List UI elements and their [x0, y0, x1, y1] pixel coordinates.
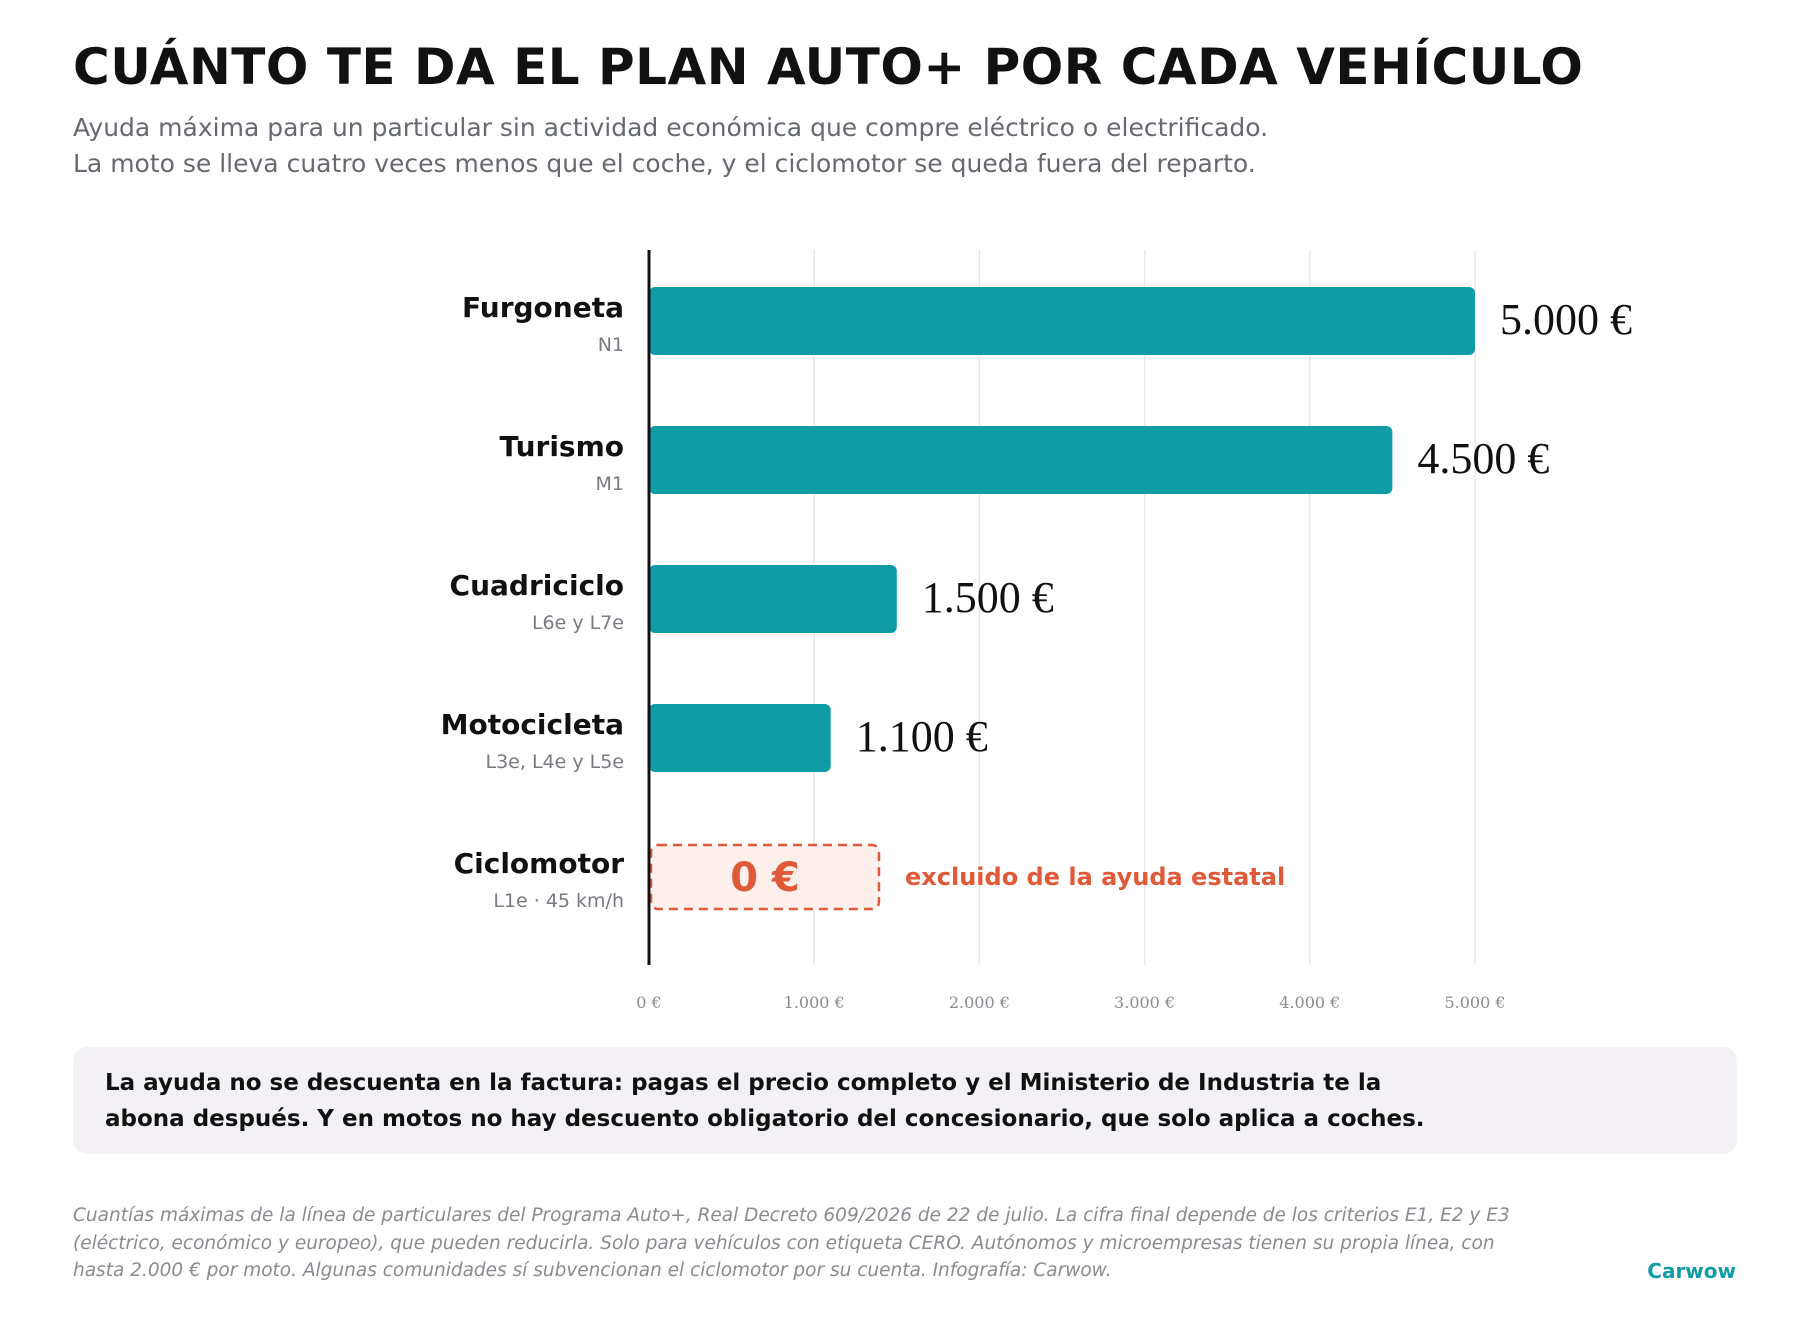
- value-label: 5.000 €: [1500, 295, 1632, 344]
- bar-chart: 0 € 1.000 € 2.000 € 3.000 € 4.000 € 5.000 € Fu…: [441, 250, 1632, 1012]
- bar: [649, 565, 897, 633]
- page-subtitle: Ayuda máxima para un particular sin acti…: [73, 110, 1573, 182]
- brand-logo: Carwow: [1647, 1259, 1736, 1283]
- value-label: 1.500 €: [922, 573, 1054, 622]
- x-tick-label: 5.000 €: [1444, 993, 1505, 1012]
- x-tick-label: 3.000 €: [1114, 993, 1175, 1012]
- x-tick-label: 0 €: [636, 993, 661, 1012]
- excluded-bar: [649, 843, 881, 911]
- category-code: L1e · 45 km/h: [493, 890, 624, 912]
- category-label: Ciclomotor: [454, 847, 625, 880]
- footnote-line: (eléctrico, económico y europeo), que pu…: [73, 1232, 1495, 1254]
- category-label: Turismo: [500, 430, 624, 463]
- footnote-line: Cuantías máximas de la línea de particul…: [73, 1205, 1510, 1226]
- note-line: La ayuda no se descuenta en la factura: …: [105, 1070, 1382, 1096]
- bar: [649, 287, 1475, 355]
- subtitle-line: Ayuda máxima para un particular sin acti…: [73, 113, 1269, 142]
- excluded-note: excluido de la ayuda estatal: [905, 863, 1285, 891]
- x-tick-label: 1.000 €: [784, 993, 845, 1012]
- info-note: La ayuda no se descuenta en la factura: …: [73, 1047, 1737, 1154]
- value-label: 0 €: [730, 855, 800, 901]
- bar: [649, 426, 1393, 494]
- category-code: N1: [598, 334, 624, 356]
- value-label: 4.500 €: [1417, 434, 1549, 483]
- x-tick-label: 4.000 €: [1279, 993, 1340, 1012]
- value-label: 1.100 €: [856, 712, 988, 761]
- category-code: L6e y L7e: [532, 612, 624, 634]
- subtitle-line: La moto se lleva cuatro veces menos que …: [73, 149, 1256, 178]
- category-code: M1: [596, 473, 624, 495]
- category-label: Cuadriciclo: [450, 569, 624, 602]
- footnote-line: hasta 2.000 € por moto. Algunas comunida…: [73, 1260, 1112, 1281]
- category-code: L3e, L4e y L5e: [486, 751, 625, 773]
- category-label: Furgoneta: [462, 291, 624, 324]
- bar: [649, 704, 831, 772]
- note-line: abona después. Y en motos no hay descuen…: [105, 1106, 1425, 1132]
- footnote: Cuantías máximas de la línea de particul…: [73, 1202, 1573, 1285]
- x-tick-label: 2.000 €: [949, 993, 1010, 1012]
- category-label: Motocicleta: [441, 708, 624, 741]
- page-title: CUÁNTO TE DA EL PLAN AUTO+ POR CADA VEHÍ…: [73, 38, 1584, 96]
